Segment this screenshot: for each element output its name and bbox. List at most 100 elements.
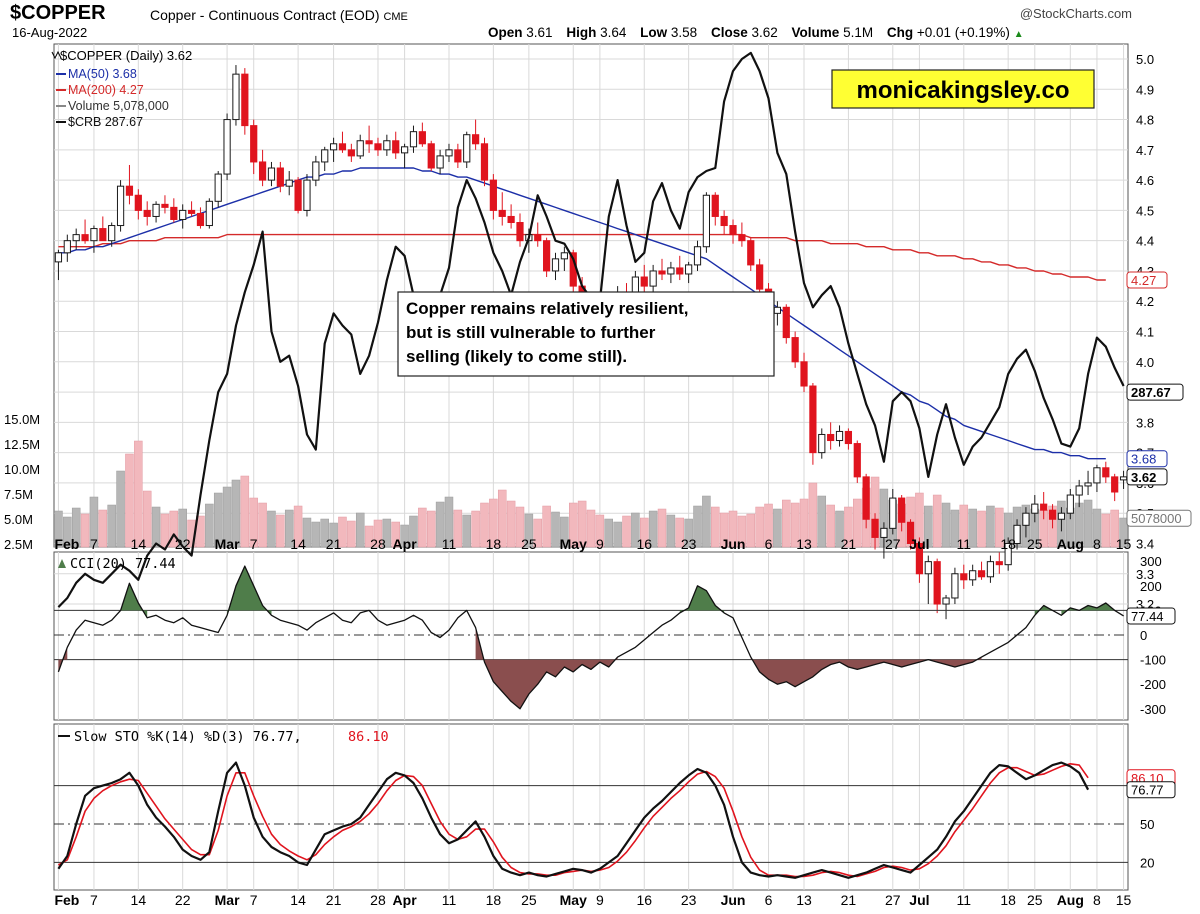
volume-bar [453,509,463,548]
candle-body [685,264,693,275]
candle [720,210,728,235]
volume-bar [258,502,267,548]
volume-bar [134,440,143,548]
volume-last-label-text: 5078000 [1131,511,1182,526]
volume-bar [932,494,942,548]
volume-bar [977,510,986,548]
volume-bar [799,498,809,548]
candle [534,222,542,247]
volume-bar [205,503,214,548]
candle [1111,473,1119,502]
ma50-last-label: 3.68 [1126,450,1168,468]
cci-tick-label: 300 [1140,554,1162,569]
cci-tick-label: -200 [1140,677,1166,692]
chg-label: Chg [886,25,914,40]
cci-positive-fill [679,585,725,613]
candle-body [818,433,826,454]
volume-bar [604,518,613,548]
candle [329,137,338,162]
volume-bar [54,510,63,548]
volume-bar [773,508,782,548]
candle [1066,488,1074,520]
lower-date-label: May [560,892,587,908]
candle [702,192,710,253]
annotation-frame [397,291,775,377]
candle-body [409,131,418,148]
upper-date-label: 25 [521,536,537,552]
candle [676,255,684,281]
volume-bar [151,506,161,548]
volume-bar [835,510,844,548]
high-label: High [566,25,597,40]
volume-bar [142,490,152,548]
volume-bar [764,503,773,548]
volume-bar [1101,513,1111,548]
volume-bar [631,512,640,548]
ma200-line [58,233,1106,281]
candle-body [1084,482,1092,487]
candle-body [250,125,258,163]
candle [1093,464,1101,493]
candle [933,558,941,614]
candle [1048,504,1057,529]
lower-date-label: 15 [1116,892,1132,908]
upper-date-label: 16 [636,536,652,552]
sto-tick-label: 50 [1140,817,1154,832]
upper-date-label: 11 [442,536,457,552]
symbol-title: $COPPER [10,2,106,24]
exchange-label: CME [383,11,408,23]
lower-date-label: 11 [442,892,457,908]
volume-bar [196,515,205,548]
candle-body [507,215,515,224]
candle-body [303,179,311,211]
lower-date-label: 8 [1093,892,1101,908]
candle [782,304,790,344]
candle [906,519,915,550]
candle [294,177,302,214]
lower-date-label: 6 [765,892,773,908]
upper-date-label: 11 [957,536,972,552]
candle-body [809,385,817,454]
sto-title-k: Slow STO %K(14) %D(3) 76.77, [74,729,302,745]
candle-body [995,561,1003,566]
candle [516,213,524,247]
volume-bar [71,507,81,548]
lower-date-label: 11 [957,892,972,908]
brand-label[interactable]: @StockCharts.com [1019,6,1132,21]
candle [738,222,746,247]
candle [1102,461,1110,483]
candle [285,171,293,196]
low-value: 3.58 [670,25,698,40]
cci-tick-label: -100 [1140,653,1166,668]
volume-bar [586,509,596,548]
upper-date-label: 7 [90,536,98,552]
candle-body [862,476,870,520]
volume-bar [373,519,383,548]
candle [1057,507,1066,532]
candle-body [161,203,169,208]
candle [134,189,142,220]
candle [116,180,125,232]
volume-bar [640,517,649,548]
candle-body [1013,524,1021,544]
ma50-last-label-box [1126,450,1168,468]
candle [347,143,355,162]
candle [844,428,853,450]
candle [898,495,906,532]
upper-date-label: 21 [326,536,342,552]
candle [454,143,462,169]
candle-body [534,234,542,242]
volume-bar [684,518,693,548]
candle-body [187,209,196,214]
lower-date-label: 27 [885,892,901,908]
candle-body [472,134,480,145]
candle [942,594,950,620]
candle-body [392,140,400,154]
panel-frame-2 [53,551,1129,721]
candle [72,228,80,250]
legend-label: $CRB 287.67 [68,115,143,129]
close-label: Close [710,25,748,40]
volume-bar [249,497,258,548]
volume-bar [293,505,303,548]
